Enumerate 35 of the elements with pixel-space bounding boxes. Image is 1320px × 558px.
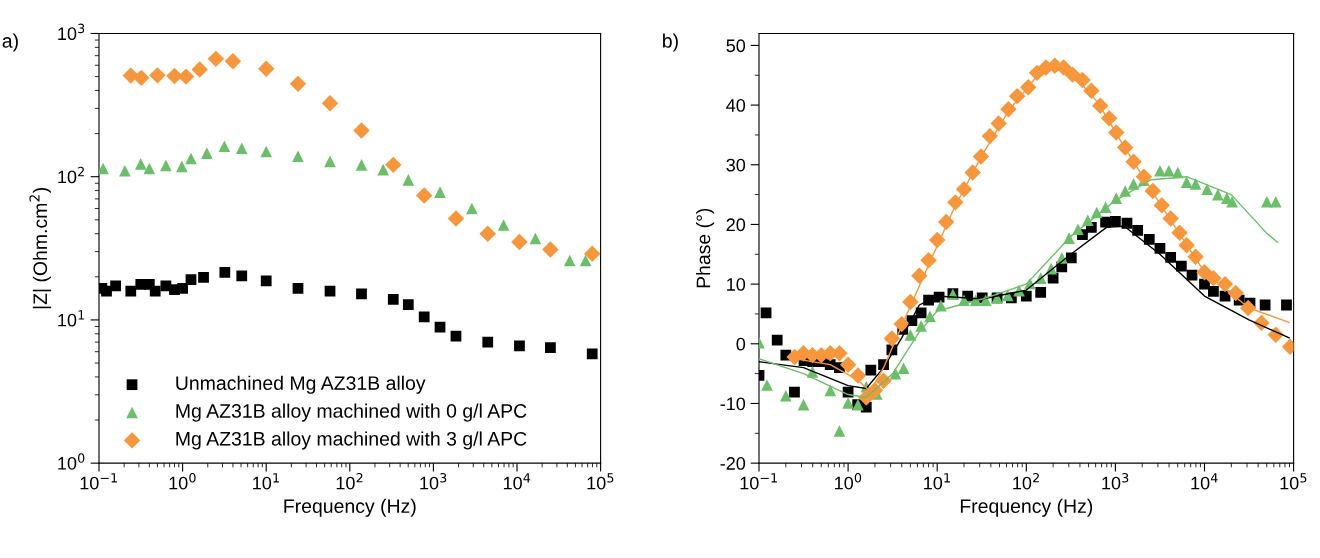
x-tick-label: 10$^{−1}$ bbox=[80, 473, 117, 490]
x-tick-label: 10$^{4}$ bbox=[503, 473, 531, 490]
x-axis-title: Frequency (Hz) bbox=[284, 498, 416, 517]
x-tick-label: 10$^{2}$ bbox=[1013, 472, 1039, 490]
x-tick-label: 10$^{1}$ bbox=[924, 473, 950, 490]
legend-label: Mg AZ31B alloy machined with 0 g/l APC bbox=[176, 403, 527, 422]
x-axis-title: Frequency (Hz) bbox=[960, 498, 1093, 517]
x-tick-label: 10$^{−1}$ bbox=[740, 473, 777, 490]
y-tick-label: 10 bbox=[727, 278, 746, 291]
y-tick-label: 40 bbox=[726, 99, 746, 112]
y-axis-title: Phase (°) bbox=[696, 208, 715, 288]
x-tick-label: 10$^{5}$ bbox=[1280, 473, 1307, 490]
y-tick-label: 50 bbox=[726, 39, 746, 53]
text: a) bbox=[2, 33, 18, 52]
y-tick-label: -20 bbox=[720, 457, 746, 470]
x-tick-label: 10$^{3}$ bbox=[1102, 472, 1129, 490]
x-tick-label: 10$^{4}$ bbox=[1191, 473, 1218, 490]
x-tick-label: 10$^{1}$ bbox=[253, 473, 279, 490]
y-tick-label: 20 bbox=[726, 218, 746, 232]
x-tick-label: 10$^{3}$ bbox=[420, 472, 447, 490]
legend-label: Mg AZ31B alloy machined with 3 g/l APC bbox=[176, 431, 527, 450]
y-tick-label: 30 bbox=[726, 158, 746, 172]
x-tick-label: 10$^{5}$ bbox=[587, 473, 614, 490]
y-tick-label: -10 bbox=[720, 397, 746, 411]
y-tick-label: 10$^{0}$ bbox=[58, 453, 85, 470]
x-tick-label: 10$^{2}$ bbox=[336, 472, 363, 490]
y-tick-label: 10$^{1}$ bbox=[58, 310, 85, 327]
y-tick-label: 10$^{2}$ bbox=[58, 166, 84, 184]
y-tick-label: 0 bbox=[736, 337, 746, 351]
x-tick-label: 10$^{0}$ bbox=[169, 472, 196, 490]
x-tick-label: 10$^{0}$ bbox=[835, 472, 862, 490]
y-axis-title: |Z| (Ohm.cm$^{2}$) bbox=[29, 187, 52, 309]
y-tick-label: 10$^{3}$ bbox=[58, 23, 85, 41]
text: b) bbox=[663, 33, 678, 52]
legend-label: Unmachined Mg AZ31B alloy bbox=[176, 375, 426, 394]
